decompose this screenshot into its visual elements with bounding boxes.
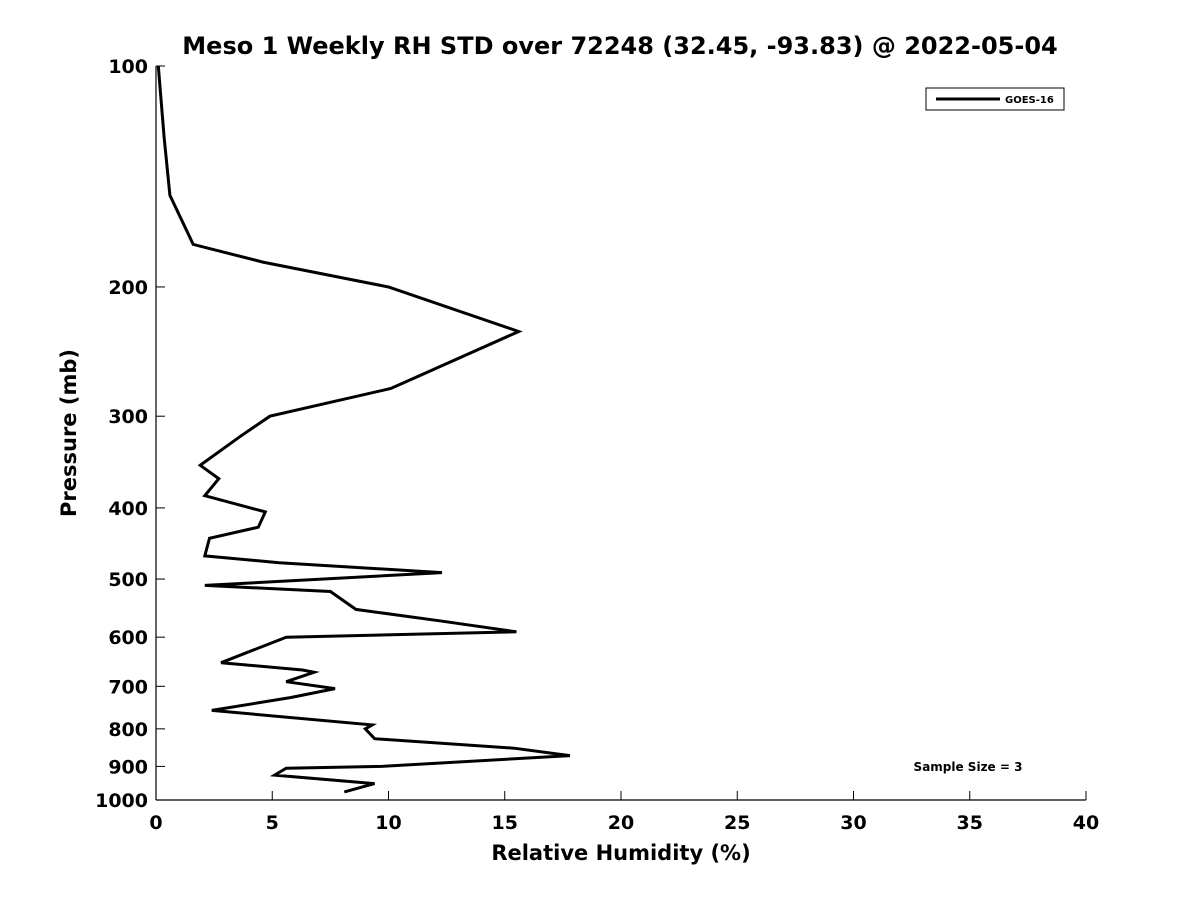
x-tick-label: 25 <box>724 812 750 834</box>
y-tick-label: 700 <box>108 676 148 698</box>
y-tick-label: 900 <box>108 756 148 778</box>
y-tick-label: 100 <box>108 56 148 78</box>
y-tick-label: 300 <box>108 406 148 428</box>
y-tick-label: 600 <box>108 627 148 649</box>
x-tick-label: 40 <box>1073 812 1099 834</box>
x-tick-label: 5 <box>266 812 279 834</box>
sample-size-annotation: Sample Size = 3 <box>914 760 1023 774</box>
x-tick-label: 15 <box>492 812 518 834</box>
x-tick-label: 10 <box>375 812 401 834</box>
y-axis-ticks: 100 200 300 400 500 600 700 800 900 1000 <box>95 56 165 812</box>
legend: GOES-16 <box>925 87 1065 111</box>
series-line-goes-16 <box>156 65 571 794</box>
x-axis-ticks: 0 5 10 15 20 25 30 35 40 <box>149 791 1099 834</box>
x-tick-label: 30 <box>840 812 866 834</box>
y-axis-label: Pressure (mb) <box>57 349 81 517</box>
series-layer <box>156 65 571 794</box>
plot-area <box>156 66 1086 800</box>
y-tick-label: 800 <box>108 719 148 741</box>
x-tick-label: 0 <box>149 812 162 834</box>
x-tick-label: 35 <box>957 812 983 834</box>
legend-label-goes-16: GOES-16 <box>1005 95 1054 106</box>
x-axis-label: Relative Humidity (%) <box>491 841 750 865</box>
chart-title: Meso 1 Weekly RH STD over 72248 (32.45, … <box>182 32 1057 60</box>
y-tick-label: 1000 <box>95 790 148 812</box>
y-tick-label: 500 <box>108 569 148 591</box>
y-tick-label: 400 <box>108 498 148 520</box>
x-tick-label: 20 <box>608 812 634 834</box>
y-tick-label: 200 <box>108 277 148 299</box>
